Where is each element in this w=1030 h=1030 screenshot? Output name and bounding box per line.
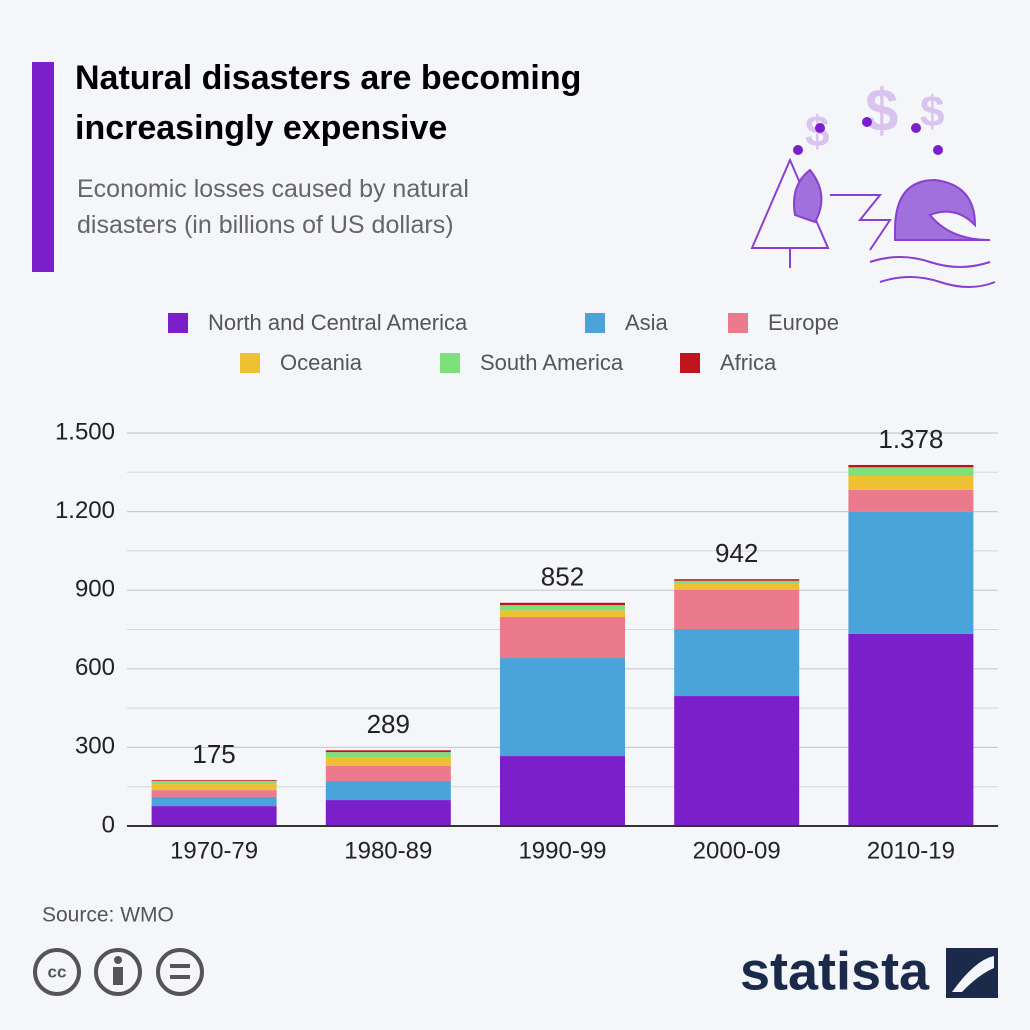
illustration: $ $ $	[750, 77, 996, 288]
brand-mark	[946, 948, 998, 998]
bar-segment	[325, 757, 451, 767]
bar-segment	[325, 780, 451, 801]
bar-segment	[848, 633, 974, 826]
svg-text:$: $	[920, 88, 944, 137]
bar-segment	[151, 790, 277, 797]
legend-swatch	[680, 353, 700, 373]
legend-swatch	[240, 353, 260, 373]
bar-segment	[151, 780, 277, 781]
legend: North and Central America Asia Europe Ocean…	[168, 310, 839, 375]
y-tick-label: 1.200	[55, 497, 115, 524]
legend-label: Europe	[768, 310, 839, 335]
brand-logo: statista	[740, 941, 930, 1001]
chart-title: Natural disasters are becoming increasing…	[75, 59, 581, 147]
total-label: 852	[541, 562, 584, 592]
legend-swatch	[168, 313, 188, 333]
bar-segment	[500, 610, 625, 617]
bar-segment	[500, 756, 625, 826]
y-tick-label: 900	[75, 576, 115, 603]
legend-label: Asia	[625, 310, 669, 335]
chart-subtitle: Economic losses caused by natural disaste…	[77, 175, 469, 239]
legend-swatch	[728, 313, 748, 333]
bar-segment	[325, 766, 451, 781]
legend-swatch	[440, 353, 460, 373]
bar-segment	[500, 616, 625, 659]
bar-segment	[674, 580, 800, 584]
bar-segment	[674, 628, 800, 697]
total-label: 175	[192, 739, 235, 769]
bar-segment	[848, 467, 974, 476]
bar-segment	[325, 800, 451, 826]
legend-swatch	[585, 313, 605, 333]
total-label: 1.378	[878, 424, 943, 454]
bar-segment	[848, 489, 974, 512]
y-tick-label: 600	[75, 654, 115, 681]
svg-text:cc: cc	[48, 962, 67, 981]
y-tick-label: 1.500	[55, 418, 115, 445]
bar-segment	[500, 658, 625, 757]
bar-segment	[674, 579, 800, 581]
total-label: 289	[367, 709, 410, 739]
bar-segment	[325, 752, 451, 758]
legend-label: Africa	[720, 350, 777, 375]
source: Source: WMO	[42, 904, 174, 927]
chart-title: Natural disasters are becoming increasing…	[75, 59, 581, 147]
bar-segment	[674, 589, 800, 629]
bar-segment	[151, 796, 277, 807]
total-label: 942	[715, 538, 758, 568]
svg-text:$: $	[865, 77, 898, 144]
bar-segment	[151, 784, 277, 791]
x-tick-label: 1970-79	[170, 837, 258, 864]
bar-segment	[674, 696, 800, 826]
bar-segment	[151, 806, 277, 826]
license-icons: cc	[33, 948, 204, 996]
legend-label: North and Central America	[208, 310, 468, 335]
x-tick-label: 1980-89	[344, 837, 432, 864]
bar-segment	[848, 464, 974, 468]
plot-area: 0 300 600 900 1.200 1.500 175 1970-79 289 1980-89…	[55, 418, 998, 864]
y-tick-label: 300	[75, 733, 115, 760]
legend-label: South America	[480, 350, 624, 375]
legend-label: Oceania	[280, 350, 363, 375]
x-tick-label: 2000-09	[693, 837, 781, 864]
x-tick-label: 1990-99	[518, 837, 606, 864]
bar-segment	[500, 605, 625, 611]
bar-segment	[848, 511, 974, 634]
bar-segment	[500, 602, 625, 606]
chart-subtitle: Economic losses caused by natural disaste…	[77, 175, 469, 239]
bar-segment	[151, 780, 277, 785]
bar-segment	[674, 583, 800, 590]
y-tick-label: 0	[102, 811, 115, 838]
x-tick-label: 2010-19	[867, 837, 955, 864]
bar-segment	[848, 475, 974, 490]
title-accent	[32, 62, 54, 272]
bar-segment	[325, 750, 451, 753]
